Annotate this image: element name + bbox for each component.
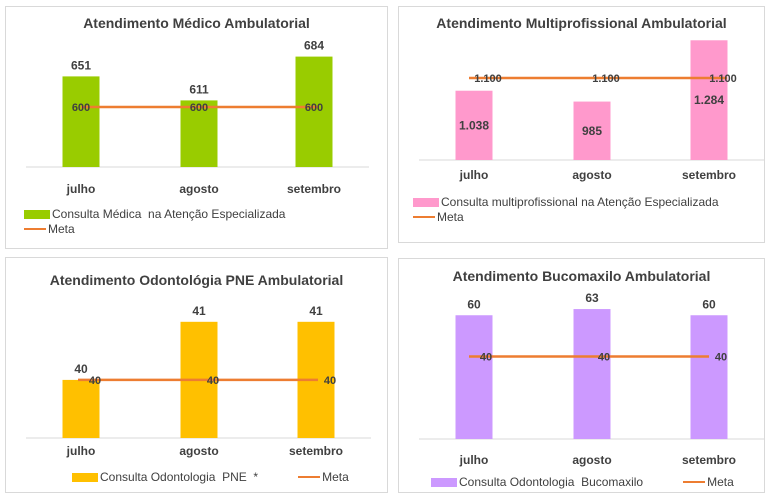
legend-meta-swatch (683, 481, 706, 483)
legend-bar-label: Consulta multiprofissional na Atenção Es… (441, 195, 719, 209)
chart-plot: 1.038 julho 985 agosto 1.284 setembro 1.100 1.1… (419, 40, 764, 182)
legend-meta-entry: Meta (24, 222, 75, 236)
bar-value-label: 63 (585, 291, 599, 305)
category-label: agosto (179, 182, 218, 196)
category-label: julho (66, 444, 96, 458)
bar-setembro (295, 56, 333, 167)
category-label: setembro (289, 444, 343, 458)
bar-value-label: 60 (702, 297, 716, 311)
bar-value-label: 1.038 (459, 118, 489, 132)
bar-agosto (573, 101, 611, 160)
legend-bar-swatch (24, 209, 50, 219)
meta-value-label: 600 (72, 102, 90, 114)
bar-julho (62, 379, 100, 438)
meta-value-label: 40 (207, 375, 219, 387)
chart-panel-multiprofissional: Atendimento Multiprofissional Ambulatori… (398, 6, 765, 243)
bar-value-label: 611 (189, 82, 209, 96)
bar-julho (455, 90, 493, 160)
meta-value-label: 1.100 (474, 73, 502, 85)
legend-bar-swatch (413, 197, 439, 207)
meta-value-label: 40 (89, 375, 101, 387)
category-label: agosto (572, 453, 611, 467)
legend-meta-entry: Meta (413, 210, 464, 224)
legend-meta-swatch (298, 476, 321, 478)
legend-meta-label: Meta (322, 470, 349, 484)
meta-value-label: 40 (324, 375, 336, 387)
bar-value-label: 40 (74, 362, 88, 376)
legend-bar-swatch (431, 477, 457, 487)
legend-bar-swatch (72, 472, 98, 482)
chart-panel-bucomaxilo: Atendimento Bucomaxilo Ambulatorial 60 ju… (398, 258, 765, 493)
bar-value-label: 60 (467, 297, 481, 311)
category-label: julho (66, 182, 96, 196)
legend-meta-label: Meta (437, 210, 464, 224)
chart-panel-odontologia-pne: Atendimento Odontológia PNE Ambulatorial… (5, 257, 388, 493)
bar-value-label: 651 (71, 58, 91, 72)
bar-value-label: 41 (192, 304, 206, 318)
meta-value-label: 40 (715, 352, 727, 364)
chart-panel-medico: Atendimento Médico Ambulatorial 651 julho… (5, 6, 388, 249)
bar-value-label: 985 (582, 124, 602, 138)
chart-title: Atendimento Bucomaxilo Ambulatorial (452, 268, 711, 284)
meta-value-label: 1.100 (592, 73, 620, 85)
legend-bar-entry: Consulta Médica na Atenção Especializada (24, 207, 285, 221)
bar-value-label: 1.284 (694, 93, 724, 107)
legend-bar-entry: Consulta multiprofissional na Atenção Es… (413, 195, 719, 209)
chart-plot: 60 julho 63 agosto 60 setembro 40 40 40 (419, 291, 764, 467)
legend-row: Consulta Odontologia Bucomaxilo Meta (431, 475, 734, 489)
category-label: setembro (682, 168, 736, 182)
chart-title: Atendimento Multiprofissional Ambulatori… (436, 15, 727, 31)
chart-title: Atendimento Odontológia PNE Ambulatorial (49, 272, 344, 288)
legend-bar-label: Consulta Médica na Atenção Especializada (52, 207, 286, 221)
category-label: setembro (287, 182, 341, 196)
meta-value-label: 1.100 (709, 73, 737, 85)
bar-agosto (573, 309, 611, 439)
category-label: setembro (682, 453, 736, 467)
legend-meta-label: Meta (707, 475, 734, 489)
category-label: agosto (179, 444, 218, 458)
legend-bar-label: Consulta Odontologia Bucomaxilo (459, 475, 644, 489)
chart-plot: 651 julho 611 agosto 684 setembro 600 600 600 (26, 39, 369, 196)
legend-meta-swatch (413, 216, 435, 218)
legend-meta-swatch (24, 228, 46, 230)
meta-value-label: 600 (190, 102, 208, 114)
bar-setembro (690, 315, 728, 439)
bar-julho (455, 315, 493, 439)
category-label: agosto (572, 168, 611, 182)
legend-row: Consulta Odontologia PNE * Meta (72, 470, 349, 484)
legend-bar-label: Consulta Odontologia PNE * (100, 470, 259, 484)
bar-value-label: 684 (304, 39, 324, 53)
bar-setembro (690, 40, 728, 160)
chart-title: Atendimento Médico Ambulatorial (83, 15, 310, 31)
bar-agosto (180, 100, 218, 167)
legend-meta-label: Meta (48, 222, 75, 236)
meta-value-label: 40 (480, 352, 492, 364)
meta-value-label: 40 (598, 352, 610, 364)
bar-julho (62, 76, 100, 167)
bar-value-label: 41 (309, 304, 323, 318)
category-label: julho (459, 453, 489, 467)
category-label: julho (459, 168, 489, 182)
meta-value-label: 600 (305, 102, 323, 114)
